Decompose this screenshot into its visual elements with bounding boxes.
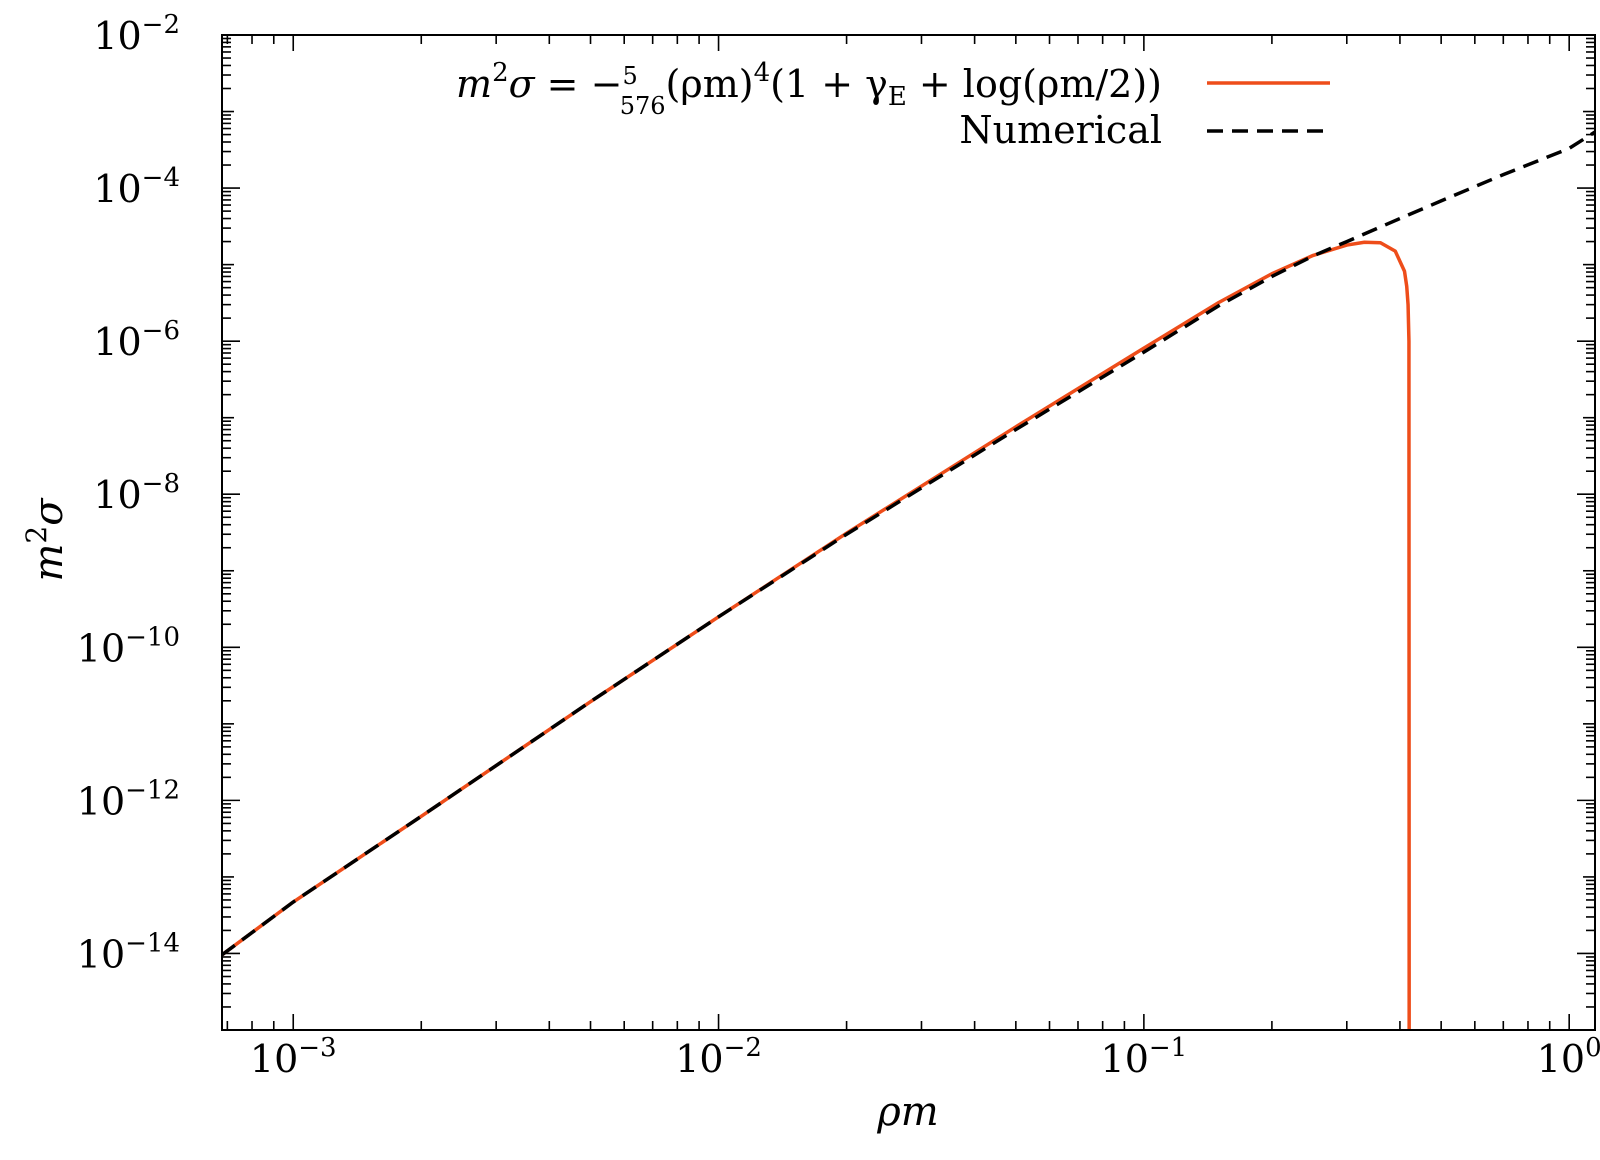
series-line-formula [222, 240, 1411, 1030]
series-layer [222, 130, 1595, 1030]
x-tick-label: 10−1 [1101, 1033, 1188, 1081]
x-tick-label: 10−2 [675, 1033, 762, 1081]
plot-background [222, 35, 1595, 1030]
x-tick-labels: 10−3 10−2 10−1 100 [250, 1033, 1600, 1081]
y-tick-label: 10−4 [93, 163, 180, 211]
x-tick-label: 100 [1537, 1033, 1600, 1081]
y-tick-label: 10−2 [93, 10, 180, 58]
y-tick-label: 10−6 [93, 316, 180, 364]
legend: m2σ = −5 576(ρm)4(1 + γE + log(ρm/2)) Num… [456, 58, 1330, 152]
y-tick-label: 10−14 [77, 928, 180, 976]
legend-label-numerical: Numerical [959, 108, 1162, 152]
series-line-numerical [222, 130, 1595, 957]
y-tick-label: 10−10 [77, 622, 180, 670]
legend-entry-numerical: Numerical [959, 108, 1330, 152]
y-axis-label: m2σ [20, 497, 72, 582]
y-tick-label: 10−8 [93, 469, 180, 517]
legend-label-formula: m2σ = −5 576(ρm)4(1 + γE + log(ρm/2)) [456, 58, 1162, 120]
x-tick-label: 10−3 [250, 1033, 337, 1081]
y-tick-labels: 10−14 10−12 10−10 10−8 10−6 10−4 10−2 [77, 10, 180, 976]
plot-frame [221, 34, 1596, 1031]
y-tick-label: 10−12 [77, 775, 180, 823]
x-axis-label: ρm [876, 1089, 938, 1135]
minor-ticks [222, 35, 1595, 1031]
legend-entry-formula: m2σ = −5 576(ρm)4(1 + γE + log(ρm/2)) [456, 58, 1330, 120]
